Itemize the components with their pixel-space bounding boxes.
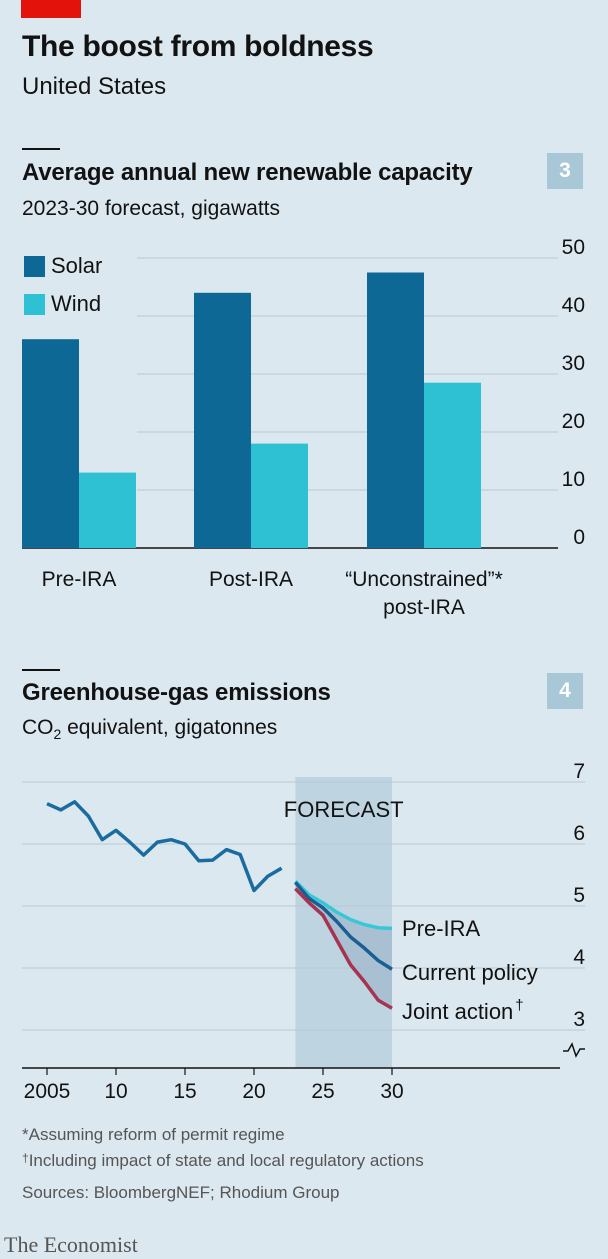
footnote-regulatory: †Including impact of state and local reg… bbox=[22, 1151, 424, 1171]
chart3-number-badge: 3 bbox=[547, 153, 583, 189]
series-line-joint-action bbox=[294, 887, 393, 1010]
history-line bbox=[46, 800, 283, 893]
line-ytick-label-5: 5 bbox=[573, 884, 585, 907]
footnote-dagger: † bbox=[22, 1151, 29, 1165]
legend-solar-swatch bbox=[24, 255, 45, 277]
series-label-pre-ira: Pre-IRA bbox=[402, 916, 481, 941]
legend-wind-label: Wind bbox=[51, 291, 102, 316]
page-title: The boost from boldness bbox=[22, 30, 374, 63]
bar-ytick-label-30: 30 bbox=[562, 352, 585, 375]
line-ytick-label-6: 6 bbox=[573, 822, 585, 845]
chart4-subtitle-suffix: equivalent, gigatonnes bbox=[61, 716, 278, 739]
bar-wind-2 bbox=[424, 382, 481, 548]
chart4-number-badge: 4 bbox=[547, 673, 583, 709]
chart4-subtitle: CO2 equivalent, gigatonnes bbox=[22, 716, 277, 742]
series-label-dagger: † bbox=[515, 997, 523, 1014]
line-xtick-label-30: 30 bbox=[380, 1080, 403, 1103]
line-chart: FORECAST 3 4 5 6 7 2005 10 15 20 25 30 Pre-IRA Curren… bbox=[22, 760, 585, 1103]
series-line-pre-ira bbox=[294, 879, 393, 931]
bar-ytick-label-20: 20 bbox=[562, 410, 585, 433]
series-label-joint-action: Joint action † bbox=[402, 997, 524, 1024]
legend-solar-label: Solar bbox=[51, 253, 103, 278]
bar-ytick-label-50: 50 bbox=[562, 236, 585, 259]
footnote-permit: *Assuming reform of permit regime bbox=[22, 1125, 285, 1144]
line-ytick-label-4: 4 bbox=[573, 946, 585, 969]
series-line-current-policy bbox=[294, 881, 393, 971]
legend-wind-swatch bbox=[24, 293, 45, 315]
bar-category-label-2-1: post-IRA bbox=[383, 596, 465, 619]
chart4-subtitle-prefix: CO bbox=[22, 716, 54, 739]
bar-wind-1 bbox=[251, 443, 308, 548]
chart4-subtitle-sub: 2 bbox=[53, 726, 62, 743]
axis-break-symbol bbox=[563, 1042, 585, 1058]
sources: Sources: BloombergNEF; Rhodium Group bbox=[22, 1183, 340, 1202]
bar-ytick-label-0: 0 bbox=[573, 526, 585, 549]
bar-category-label-2-0: “Unconstrained”* bbox=[345, 568, 503, 591]
bar-chart: 0 10 20 30 40 50 Pre-IRA Post-IRA “Unconstrained… bbox=[22, 236, 585, 619]
line-xtick-label-25: 25 bbox=[311, 1080, 334, 1103]
series-label-current-policy: Current policy bbox=[402, 960, 538, 985]
forecast-label: FORECAST bbox=[284, 797, 404, 822]
chart4-title: Greenhouse-gas emissions bbox=[22, 679, 331, 706]
line-ytick-label-7: 7 bbox=[573, 760, 585, 783]
forecast-range-band bbox=[295, 881, 392, 1009]
chart3-title: Average annual new renewable capacity bbox=[22, 159, 473, 186]
bar-ytick-label-40: 40 bbox=[562, 294, 585, 317]
line-xtick-label-10: 10 bbox=[104, 1080, 127, 1103]
bar-wind-0 bbox=[79, 472, 136, 548]
line-xtick-label-20: 20 bbox=[242, 1080, 265, 1103]
line-ytick-label-3: 3 bbox=[573, 1008, 585, 1031]
chart4-rule bbox=[22, 669, 60, 671]
page-subtitle: United States bbox=[22, 73, 167, 100]
bar-category-label-0-0: Pre-IRA bbox=[42, 568, 117, 591]
legend-wind: Wind bbox=[24, 291, 101, 317]
economist-logo: The Economist bbox=[4, 1232, 138, 1257]
line-xtick-label-2005: 2005 bbox=[24, 1080, 71, 1103]
bar-solar-2 bbox=[367, 272, 424, 548]
footnote-regulatory-text: Including impact of state and local regu… bbox=[28, 1151, 424, 1170]
chart3-subtitle: 2023-30 forecast, gigawatts bbox=[22, 197, 280, 220]
line-xtick-label-15: 15 bbox=[173, 1080, 196, 1103]
bar-ytick-label-10: 10 bbox=[562, 468, 585, 491]
bar-solar-0 bbox=[22, 339, 79, 548]
brand-red-tag bbox=[21, 0, 81, 18]
bar-solar-1 bbox=[194, 292, 251, 548]
chart3-rule bbox=[22, 148, 60, 150]
bar-category-label-1-0: Post-IRA bbox=[209, 568, 293, 591]
legend-solar: Solar bbox=[24, 253, 102, 279]
